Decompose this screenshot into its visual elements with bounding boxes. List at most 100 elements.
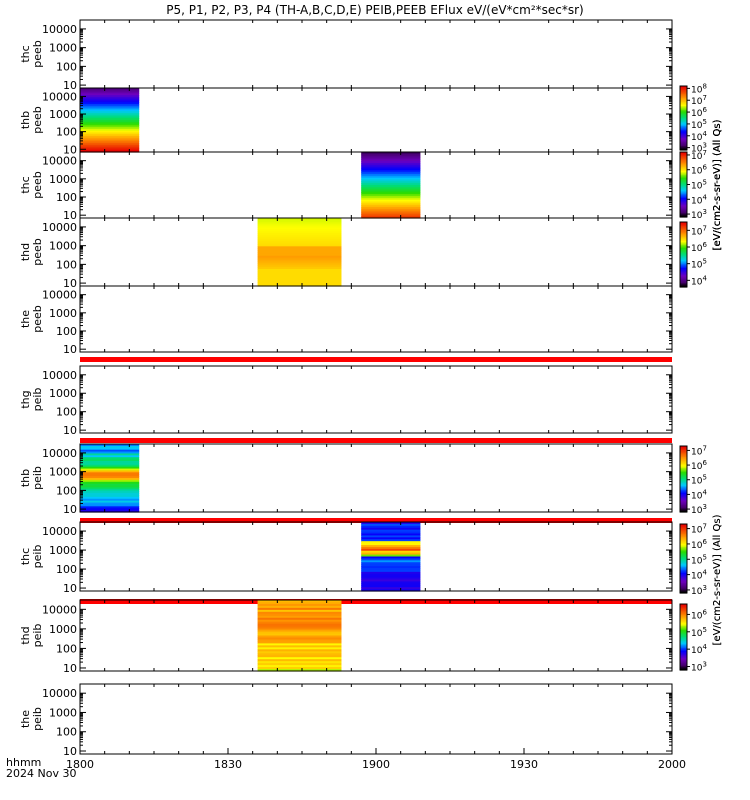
- colorbar-cell: [680, 191, 687, 194]
- colorbar-cell: [680, 572, 687, 575]
- spectrogram-cell: [361, 214, 421, 217]
- colorbar-cell: [680, 578, 687, 581]
- colorbar-cell: [680, 615, 687, 617]
- colorbar-cell: [680, 470, 687, 473]
- panel-thc-peib: 10 100 1000 10000 thc peib: [19, 521, 673, 604]
- colorbar-cell: [680, 153, 687, 156]
- spectrogram-block: [361, 152, 421, 219]
- x-axis-label-hhmm: hhmm: [6, 756, 41, 769]
- y-tick-label: 100: [56, 191, 77, 204]
- colorbar-cell: [680, 128, 687, 131]
- spectrogram-cell: [361, 525, 421, 529]
- colorbar-cell: [680, 169, 687, 172]
- colorbar-cell: [680, 642, 687, 645]
- y-tick-label: 10000: [42, 155, 77, 168]
- colorbar-cell: [680, 110, 687, 112]
- colorbar-cell: [680, 555, 687, 558]
- colorbar-cell: [680, 273, 687, 276]
- colorbar-cell: [680, 581, 687, 584]
- colorbar-cell: [680, 541, 687, 544]
- colorbar-cell: [680, 161, 687, 164]
- colorbar-tick-label: 105: [691, 553, 707, 566]
- spectrogram-cell: [80, 447, 140, 451]
- panel-the-peib: 10 100 1000 10000 the peib: [19, 683, 673, 758]
- colorbar-frame: [679, 603, 688, 671]
- colorbar-cell: [680, 240, 687, 243]
- colorbar-cell: [680, 255, 687, 258]
- colorbar-cell: [680, 492, 687, 495]
- spectrogram-cell: [361, 199, 421, 203]
- spectrogram-cell: [257, 655, 342, 658]
- colorbar-cell: [680, 587, 687, 590]
- spectrogram-cell: [257, 631, 342, 635]
- colorbar-cell: [680, 168, 687, 171]
- colorbar-cell: [680, 487, 687, 490]
- colorbar-cell: [680, 270, 687, 273]
- spectrogram-cell: [257, 637, 342, 641]
- colorbar-cell: [680, 551, 687, 554]
- spectrogram-cell: [80, 496, 140, 500]
- colorbar-cell: [680, 650, 687, 653]
- spectrogram-cell: [361, 539, 421, 542]
- spectrogram-cell: [80, 136, 140, 139]
- colorbar-cell: [680, 447, 687, 450]
- colorbar-cell: [680, 528, 687, 531]
- spectrogram-cell: [257, 235, 342, 238]
- colorbar-cell: [680, 147, 687, 150]
- colorbar-cell: [680, 103, 687, 106]
- colorbar-cell: [680, 232, 687, 235]
- panel-frame: [79, 365, 673, 434]
- colorbar-frame: [679, 445, 688, 513]
- colorbar-title: [eV/(cm2-s-sr-eV)] (All Qs): [712, 119, 723, 250]
- y-tick-label: 10000: [42, 687, 77, 700]
- colorbar-cell: [680, 118, 687, 120]
- panel-label-product: peib: [31, 707, 44, 731]
- colorbar-cell: [680, 242, 687, 245]
- colorbar-cell: [680, 119, 687, 122]
- spectrogram-cell: [361, 174, 421, 177]
- spectrogram-cell: [257, 621, 342, 625]
- spectrogram-cell: [361, 568, 421, 571]
- spectrogram-cell: [361, 550, 421, 554]
- spectrogram-cell: [80, 146, 140, 150]
- panel-frame: [79, 599, 673, 672]
- y-tick-label: 10: [63, 143, 77, 156]
- colorbar-cell: [680, 631, 687, 634]
- spectrogram-cell: [361, 212, 421, 215]
- spectrogram-cell: [361, 166, 421, 170]
- spectrogram-cell: [257, 625, 342, 629]
- colorbar-frame: [679, 221, 688, 288]
- colorbar-cell: [680, 570, 687, 573]
- colorbar-cell: [680, 246, 687, 249]
- colorbar-cell: [680, 606, 687, 609]
- y-tick-label: 100: [56, 484, 77, 497]
- colorbar-cell: [680, 483, 687, 486]
- panel-thc-peeb: 10 100 1000 10000 thc peeb: [19, 19, 673, 92]
- colorbar-cell: [680, 479, 687, 481]
- colorbar-cell: [680, 509, 687, 512]
- y-tick-label: 1000: [49, 173, 77, 186]
- colorbar-cell: [680, 120, 687, 123]
- colorbar-tick-label: 106: [691, 459, 707, 472]
- colorbar-cell: [680, 451, 687, 454]
- spectrogram-cell: [361, 543, 421, 546]
- spectrogram-cell: [80, 455, 140, 458]
- colorbar-cell: [680, 272, 687, 275]
- spectrogram-cell: [257, 242, 342, 246]
- spectrogram-cell: [257, 645, 342, 648]
- y-tick-label: 1000: [49, 387, 77, 400]
- colorbar-cell: [680, 534, 687, 537]
- colorbar-cell: [680, 212, 687, 215]
- colorbar-cell: [680, 498, 687, 501]
- spectrogram-cell: [257, 255, 342, 259]
- colorbar-cell: [680, 485, 687, 488]
- spectrogram-cell: [257, 250, 342, 253]
- colorbar-cell: [680, 660, 687, 663]
- spectrogram-cell: [80, 474, 140, 477]
- colorbar-cell: [680, 176, 687, 179]
- colorbar-cell: [680, 542, 687, 545]
- y-tick-label: 100: [56, 126, 77, 139]
- colorbar-cell: [680, 638, 687, 641]
- colorbar-cell: [680, 170, 687, 173]
